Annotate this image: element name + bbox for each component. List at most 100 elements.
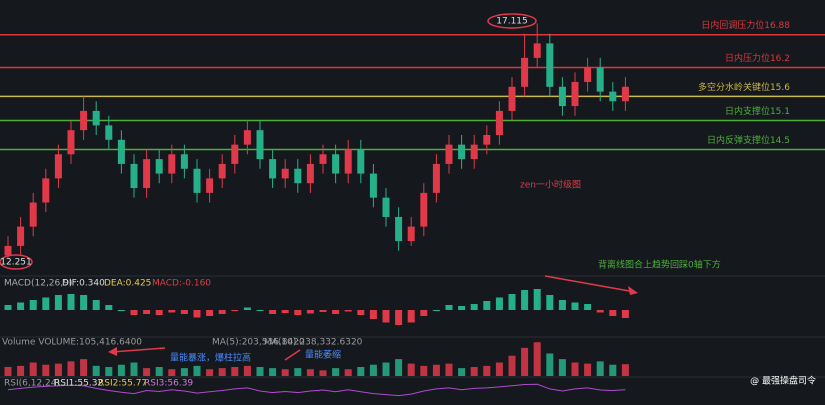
volume-bar <box>621 364 629 376</box>
candle-body <box>17 226 25 246</box>
macd-bar <box>143 310 151 314</box>
volume-bar <box>470 367 478 376</box>
macd-bar <box>80 295 88 310</box>
candle-body <box>445 144 453 164</box>
candle-body <box>407 226 415 242</box>
high-label: 17.115 <box>496 17 528 27</box>
volume-bar <box>306 369 314 376</box>
macd-bar <box>571 302 579 310</box>
arrow-head <box>108 347 117 356</box>
volume-label: MA(5):203,536.8420 <box>212 338 305 348</box>
macd-bar <box>294 310 302 315</box>
volume-bar <box>256 367 264 376</box>
candle-body <box>319 154 327 164</box>
candle-body <box>80 110 88 131</box>
candle-body <box>382 197 390 217</box>
macd-bar <box>596 310 604 313</box>
candle-body <box>130 163 138 189</box>
rsi-label: RSI2:55.77 <box>98 379 147 389</box>
candle-body <box>218 163 226 179</box>
volume-bar <box>92 365 100 376</box>
macd-bar <box>319 310 327 312</box>
level-label: 多空分水岭关键位15.6 <box>698 81 790 93</box>
candle-body <box>4 245 12 256</box>
volume-bar <box>206 369 214 376</box>
candle-body <box>294 168 302 184</box>
macd-bar <box>29 300 37 310</box>
chart-title: zen一小时级图 <box>520 179 581 191</box>
candle-body <box>256 130 264 160</box>
arrow-head <box>628 286 638 295</box>
rsi-label: RSI3:56.39 <box>144 379 193 389</box>
watermark: @ 最强操盘司令 <box>750 375 816 387</box>
volume-bar <box>395 359 403 376</box>
volume-bar <box>596 361 604 376</box>
volume-bar <box>546 353 554 376</box>
level-label: 日内压力位16.2 <box>725 52 790 64</box>
arrow <box>544 275 636 293</box>
volume-bar <box>4 367 12 376</box>
macd-bar <box>155 310 163 315</box>
rsi-label: RSI(6,12,24) <box>4 379 60 389</box>
candle-body <box>420 192 428 227</box>
candle-body <box>67 130 75 155</box>
candle-body <box>243 130 251 145</box>
rsi-line <box>7 383 626 397</box>
candle-body <box>332 154 340 174</box>
candle-body <box>458 144 466 160</box>
macd-bar <box>193 310 201 318</box>
macd-bar <box>432 310 440 311</box>
volume-bar <box>218 368 226 376</box>
candle-body <box>168 154 176 174</box>
candle-body <box>193 168 201 193</box>
volume-bar <box>483 365 491 376</box>
candle-body <box>596 67 604 92</box>
volume-bar <box>193 365 201 376</box>
macd-bar <box>458 306 466 310</box>
macd-bar <box>130 310 138 315</box>
macd-bar <box>546 295 554 310</box>
volume-bar <box>609 364 617 376</box>
candle-body <box>231 144 239 164</box>
volume-bar <box>294 368 302 376</box>
candle-body <box>306 163 314 184</box>
candle-body <box>269 159 277 179</box>
candle-body <box>495 110 503 135</box>
macd-bar <box>105 305 113 310</box>
volume-bar <box>420 365 428 376</box>
candle-body <box>621 86 629 102</box>
volume-bar <box>42 364 50 376</box>
volume-label: Volume VOLUME:105,416.6400 <box>2 338 142 348</box>
volume-bar <box>369 364 377 376</box>
macd-bar <box>168 310 176 313</box>
macd-bar <box>306 310 314 314</box>
macd-bar <box>445 305 453 310</box>
macd-label: DIF:0.340 <box>62 279 105 289</box>
candle-body <box>42 178 50 203</box>
macd-note: 背离线图合上趋势回踩0轴下方 <box>598 259 721 271</box>
volume-bar <box>180 368 188 376</box>
candle-body <box>470 144 478 160</box>
macd-bar <box>420 310 428 316</box>
volume-bar <box>558 359 566 376</box>
macd-bar <box>17 302 25 310</box>
candle-body <box>584 67 592 82</box>
macd-label: MACD:-0.160 <box>152 279 211 289</box>
macd-bar <box>67 294 75 310</box>
candle-body <box>143 159 151 189</box>
candle-body <box>155 159 163 174</box>
candle-body <box>571 81 579 107</box>
volume-bar <box>29 362 37 376</box>
volume-bar <box>168 369 176 376</box>
macd-bar <box>521 290 529 310</box>
candle-body <box>395 216 403 242</box>
high-circle <box>487 13 537 29</box>
candle-body <box>54 154 62 179</box>
volume-bar <box>344 369 352 376</box>
macd-bar <box>4 305 12 310</box>
macd-bar <box>218 310 226 314</box>
volume-bar <box>17 365 25 376</box>
volume-bar <box>332 368 340 376</box>
candle-body <box>521 57 529 87</box>
candle-body <box>344 149 352 174</box>
